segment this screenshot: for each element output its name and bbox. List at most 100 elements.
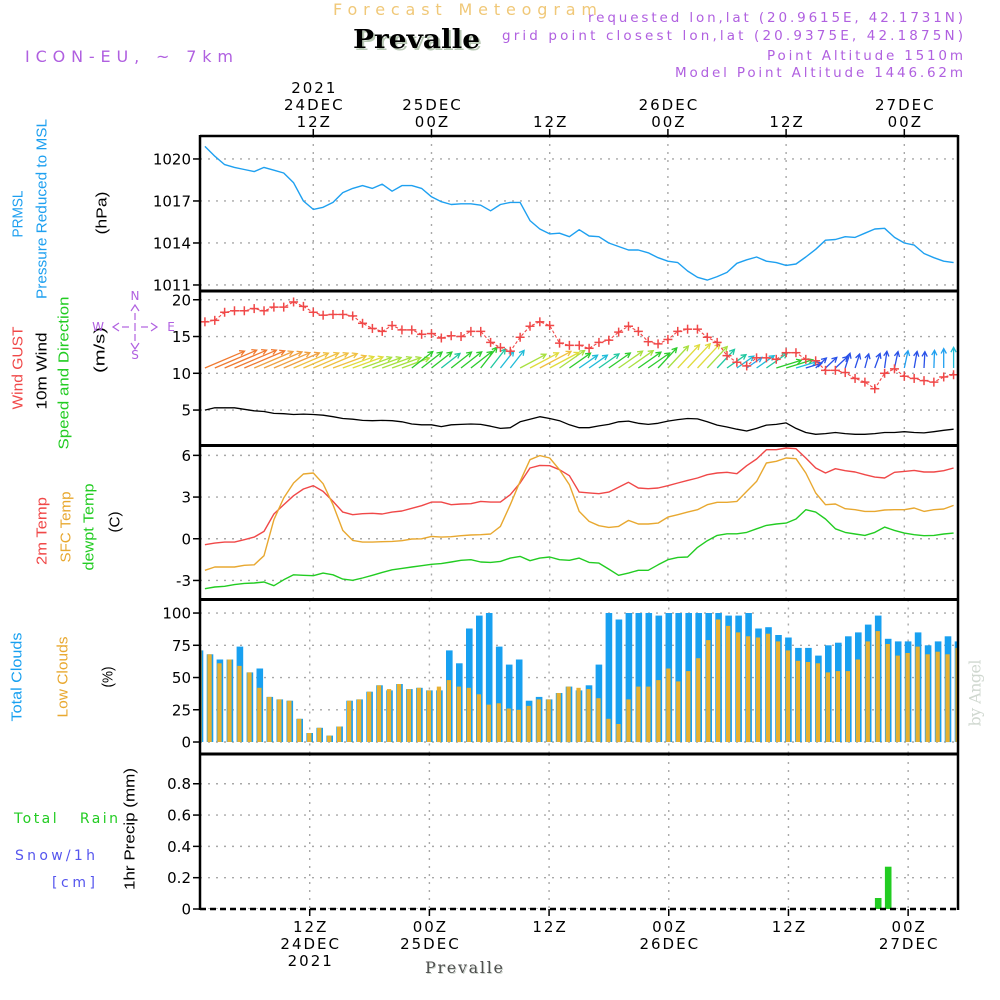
wind-arrow-shaft <box>342 356 375 369</box>
wind-arrow-shaft <box>785 359 813 369</box>
wind-arrow-head <box>342 352 350 358</box>
gust-marker <box>338 309 348 319</box>
gust-marker <box>604 335 614 345</box>
low-clouds-bar <box>746 636 751 743</box>
wind-arrow-shaft <box>923 351 926 369</box>
wind-arrow-shaft <box>303 352 339 369</box>
top-time-label: 2021 <box>291 79 337 97</box>
low-clouds-bar <box>376 685 382 742</box>
gust-marker <box>614 327 624 337</box>
wind-arrow-head <box>465 351 473 358</box>
rain-bar <box>874 898 882 909</box>
gust-marker <box>348 311 358 321</box>
gust-marker <box>860 377 870 387</box>
wind-arrow-head <box>940 347 947 354</box>
gust-marker <box>564 340 574 350</box>
wind-arrow-shaft <box>214 349 257 369</box>
wind-arrow <box>834 355 849 369</box>
wind-arrow-head <box>624 352 632 359</box>
y-tick-label: 0 <box>181 734 191 752</box>
top-time-label: 25DEC <box>402 96 463 114</box>
gust-marker <box>929 377 939 387</box>
low-clouds-bar <box>835 671 840 742</box>
wind-arrow-shaft <box>372 356 402 369</box>
wind-arrow-shaft <box>883 351 888 369</box>
low-clouds-bar <box>436 686 442 743</box>
wind-arrow-head <box>728 348 736 355</box>
low-clouds-bar <box>247 672 252 742</box>
low-clouds-bar <box>476 694 481 742</box>
gust-marker <box>732 357 742 367</box>
wind-arrow-head <box>664 352 671 359</box>
low-clouds-bar <box>646 686 651 743</box>
wind-arrow <box>716 348 736 369</box>
wind-arrow <box>224 348 268 369</box>
y-tick-label: 3 <box>181 489 191 507</box>
chart-title: Forecast Meteogram <box>333 0 597 19</box>
gust-marker <box>643 337 653 347</box>
wind-arrow-head <box>637 350 644 357</box>
wind-arrow-shaft <box>588 354 608 369</box>
label-wind-gust: Wind GUST <box>10 327 27 410</box>
wind-arrow <box>940 347 947 368</box>
wind-arrow <box>421 351 444 369</box>
low-clouds-bar <box>426 690 432 742</box>
wind-arrow <box>598 353 621 369</box>
model-point-altitude: Model Point Altitude 1446.62m <box>675 65 963 81</box>
low-clouds-bar <box>935 651 940 742</box>
bottom-time-label: 24DEC <box>280 935 341 953</box>
gust-marker <box>308 307 318 317</box>
wind-arrow <box>214 348 258 369</box>
wind-arrow-shaft <box>490 348 506 369</box>
clouds-marks <box>200 613 958 743</box>
wind-arrow-shaft <box>322 353 358 369</box>
bottom-time-label: 12Z <box>532 918 567 936</box>
wind-arrow <box>381 355 413 369</box>
wind-arrow <box>913 350 920 369</box>
compass-south: S <box>131 348 139 362</box>
low-clouds-bar <box>337 726 342 742</box>
wind-arrow-head <box>552 352 560 358</box>
low-clouds-bar <box>207 654 212 742</box>
temperature-grid <box>200 445 958 600</box>
gust-marker <box>358 318 368 328</box>
label-snow-unit: [cm] <box>52 875 95 891</box>
gust-marker <box>555 338 565 348</box>
wind-arrow-shaft <box>224 349 267 369</box>
wind-arrow <box>921 350 928 369</box>
wind-arrow-shaft <box>470 351 493 369</box>
precip-panel: 0 0.2 0.4 0.6 0.8 <box>167 754 958 919</box>
wind-arrow-head <box>748 355 755 362</box>
wind-arrow-head <box>360 354 368 361</box>
gust-marker <box>574 340 584 350</box>
wind-arrow <box>263 350 304 369</box>
low-clouds-bar <box>696 658 701 742</box>
pressure-line <box>204 145 954 281</box>
low-clouds-bar <box>317 727 322 742</box>
gust-marker <box>515 332 525 342</box>
low-clouds-bar <box>596 698 601 742</box>
low-clouds-bar <box>367 691 372 742</box>
gust-marker <box>367 323 377 333</box>
wind-arrow <box>776 358 803 369</box>
wind-arrow-shaft <box>539 350 572 369</box>
wind-arrow <box>815 357 828 369</box>
low-clouds-bar <box>446 680 451 742</box>
wind-arrow-shaft <box>657 347 678 369</box>
wind-arrow-shaft <box>411 351 434 369</box>
model-name: ICON-EU, ~ 7km <box>25 47 233 66</box>
precip-grid <box>200 754 958 909</box>
low-clouds-bar <box>955 647 958 742</box>
gust-marker <box>752 353 762 363</box>
low-clouds-bar <box>606 718 611 742</box>
low-clouds-bar <box>526 705 531 742</box>
wind-arrow-head <box>592 354 599 361</box>
low-clouds-bar <box>845 671 850 742</box>
temp-2m-line <box>204 447 954 546</box>
wind-arrow-head <box>238 350 246 356</box>
wind-arrow-head <box>395 356 403 363</box>
wind-arrow-shaft <box>401 357 430 369</box>
wind-arrow-head <box>903 349 911 357</box>
wind-arrow-shaft <box>391 356 422 369</box>
label-prmsl: PRMSL <box>10 191 27 238</box>
